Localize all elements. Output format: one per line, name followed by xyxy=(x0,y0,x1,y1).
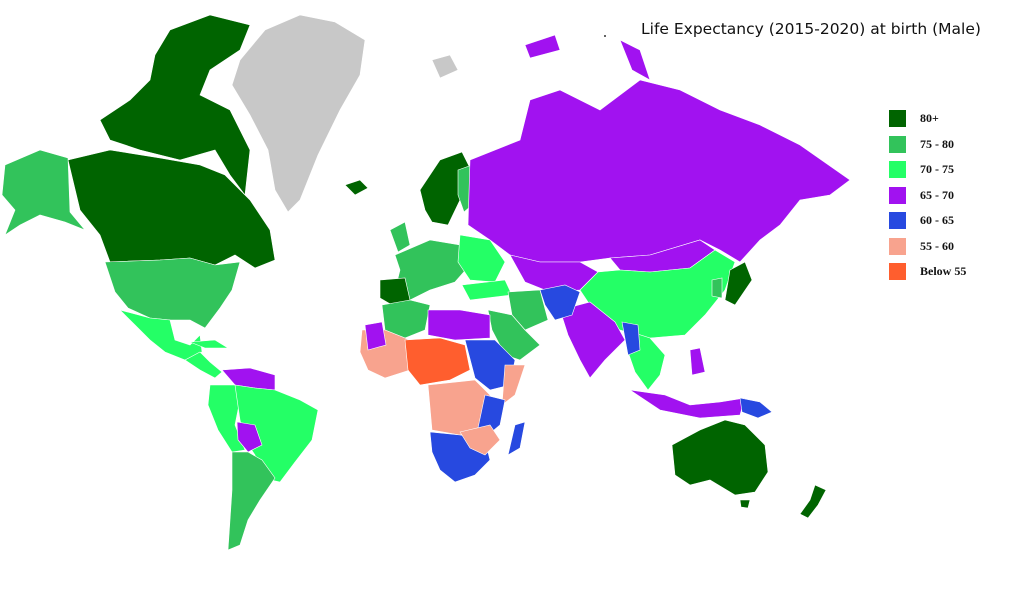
region-philippines xyxy=(689,347,706,376)
region-central-america xyxy=(184,351,223,379)
region-libya-egypt xyxy=(427,309,491,341)
legend-label: 65 - 70 xyxy=(920,187,954,202)
region-russia xyxy=(467,79,851,263)
region-cuba xyxy=(189,339,230,349)
legend-swatch xyxy=(889,186,906,204)
region-japan xyxy=(724,261,753,306)
region-zambia-mozambique xyxy=(459,424,501,456)
legend-label: 75 - 80 xyxy=(920,136,954,151)
stray-dot xyxy=(604,35,606,37)
legend-label: 55 - 60 xyxy=(920,238,954,253)
region-argentina-chile xyxy=(227,451,276,551)
region-mauritania xyxy=(364,321,387,351)
region-sahel-low xyxy=(404,337,471,386)
legend-swatch xyxy=(889,212,906,229)
region-canada-arctic xyxy=(99,14,251,196)
region-canada xyxy=(67,149,276,269)
region-australia xyxy=(671,419,769,496)
legend-label: 80+ xyxy=(920,111,939,125)
region-turkey xyxy=(461,279,513,301)
legend-label: 70 - 75 xyxy=(920,162,954,176)
region-korea xyxy=(711,277,723,299)
region-png xyxy=(739,397,773,419)
region-madagascar xyxy=(507,421,526,456)
region-greenland xyxy=(231,14,366,213)
region-new-zealand xyxy=(799,484,827,519)
region-uk xyxy=(389,221,411,253)
legend-swatch xyxy=(889,263,906,280)
region-usa xyxy=(104,257,241,329)
region-myanmar xyxy=(621,321,641,356)
region-arabia xyxy=(487,309,541,361)
region-india xyxy=(559,301,626,379)
legend-swatch xyxy=(889,237,906,255)
region-iran xyxy=(507,289,549,331)
region-indonesia xyxy=(629,389,746,419)
region-east-africa xyxy=(477,394,506,436)
region-svalbard xyxy=(431,54,459,79)
region-horn xyxy=(501,364,526,406)
legend-label: Below 55 xyxy=(920,264,967,278)
map-title: Life Expectancy (2015-2020) at birth (Ma… xyxy=(641,20,981,38)
legend-label: 60 - 65 xyxy=(920,213,954,227)
legend-swatch xyxy=(889,135,906,153)
legend-swatch xyxy=(889,161,906,178)
region-bolivia xyxy=(236,421,263,453)
region-tasmania xyxy=(739,499,751,509)
region-pakistan-afghanistan xyxy=(539,284,581,321)
legend-swatch xyxy=(889,110,906,127)
region-iceland xyxy=(344,179,369,196)
region-alaska xyxy=(1,149,86,236)
region-novaya-zemlya xyxy=(524,34,651,81)
